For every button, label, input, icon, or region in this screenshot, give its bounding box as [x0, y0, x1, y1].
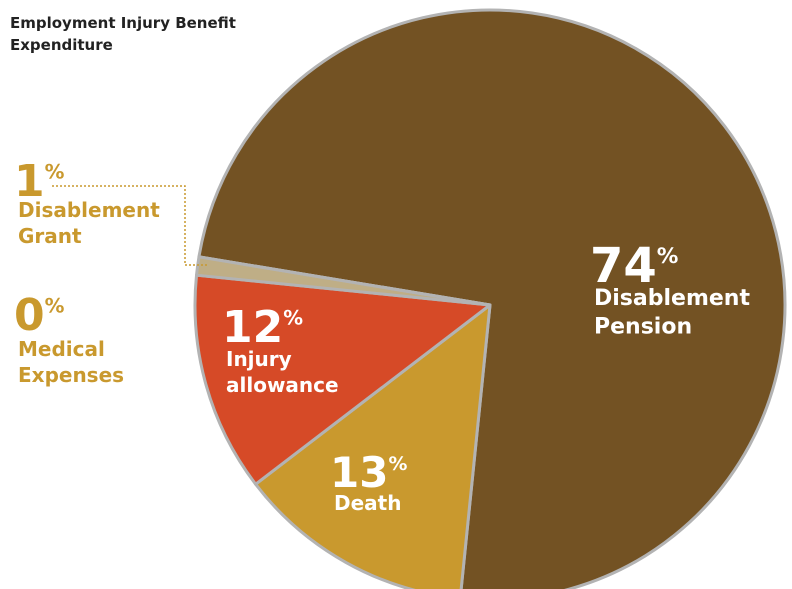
value-number: 1 [14, 156, 45, 207]
chart-title: Employment Injury Benefit Expenditure [10, 14, 236, 54]
pie-slice [197, 8, 787, 589]
leader-line [52, 185, 207, 266]
slice-label: Medical Expenses [18, 337, 124, 387]
pie-slice [197, 255, 492, 307]
value-label: 0% [14, 290, 65, 341]
slice-label-line: Medical [18, 337, 105, 361]
slice-label: Injury allowance [226, 347, 339, 397]
pie-slice [193, 273, 492, 486]
value-unit: % [657, 244, 679, 269]
slice-label-line: Death [334, 491, 401, 515]
slice-label: Death [334, 491, 401, 515]
slice-label-line: Pension [594, 315, 692, 340]
value-number: 13 [330, 448, 388, 497]
value-unit: % [388, 453, 407, 475]
slice-label: Disablement Pension [594, 286, 750, 340]
value-unit: % [45, 294, 65, 317]
value-unit: % [283, 306, 303, 329]
slice-label-line: Injury [226, 347, 292, 371]
value-label: 74% [590, 238, 678, 294]
slices [193, 8, 787, 589]
value-unit: % [45, 160, 65, 183]
value-label: 12% [222, 302, 303, 353]
slice-label-line: Disablement [18, 198, 160, 222]
slice-label-line: Grant [18, 224, 82, 248]
slice-label-line: Expenses [18, 363, 124, 387]
value-number: 0 [14, 290, 45, 341]
value-number: 12 [222, 302, 283, 353]
value-label: 1% [14, 156, 65, 207]
value-label: 13% [330, 448, 407, 497]
slice-label-line: allowance [226, 373, 339, 397]
pie-slice [254, 303, 492, 589]
value-number: 74 [590, 238, 657, 294]
slice-label-line: Disablement [594, 286, 750, 311]
slice-label: Disablement Grant [18, 198, 160, 248]
